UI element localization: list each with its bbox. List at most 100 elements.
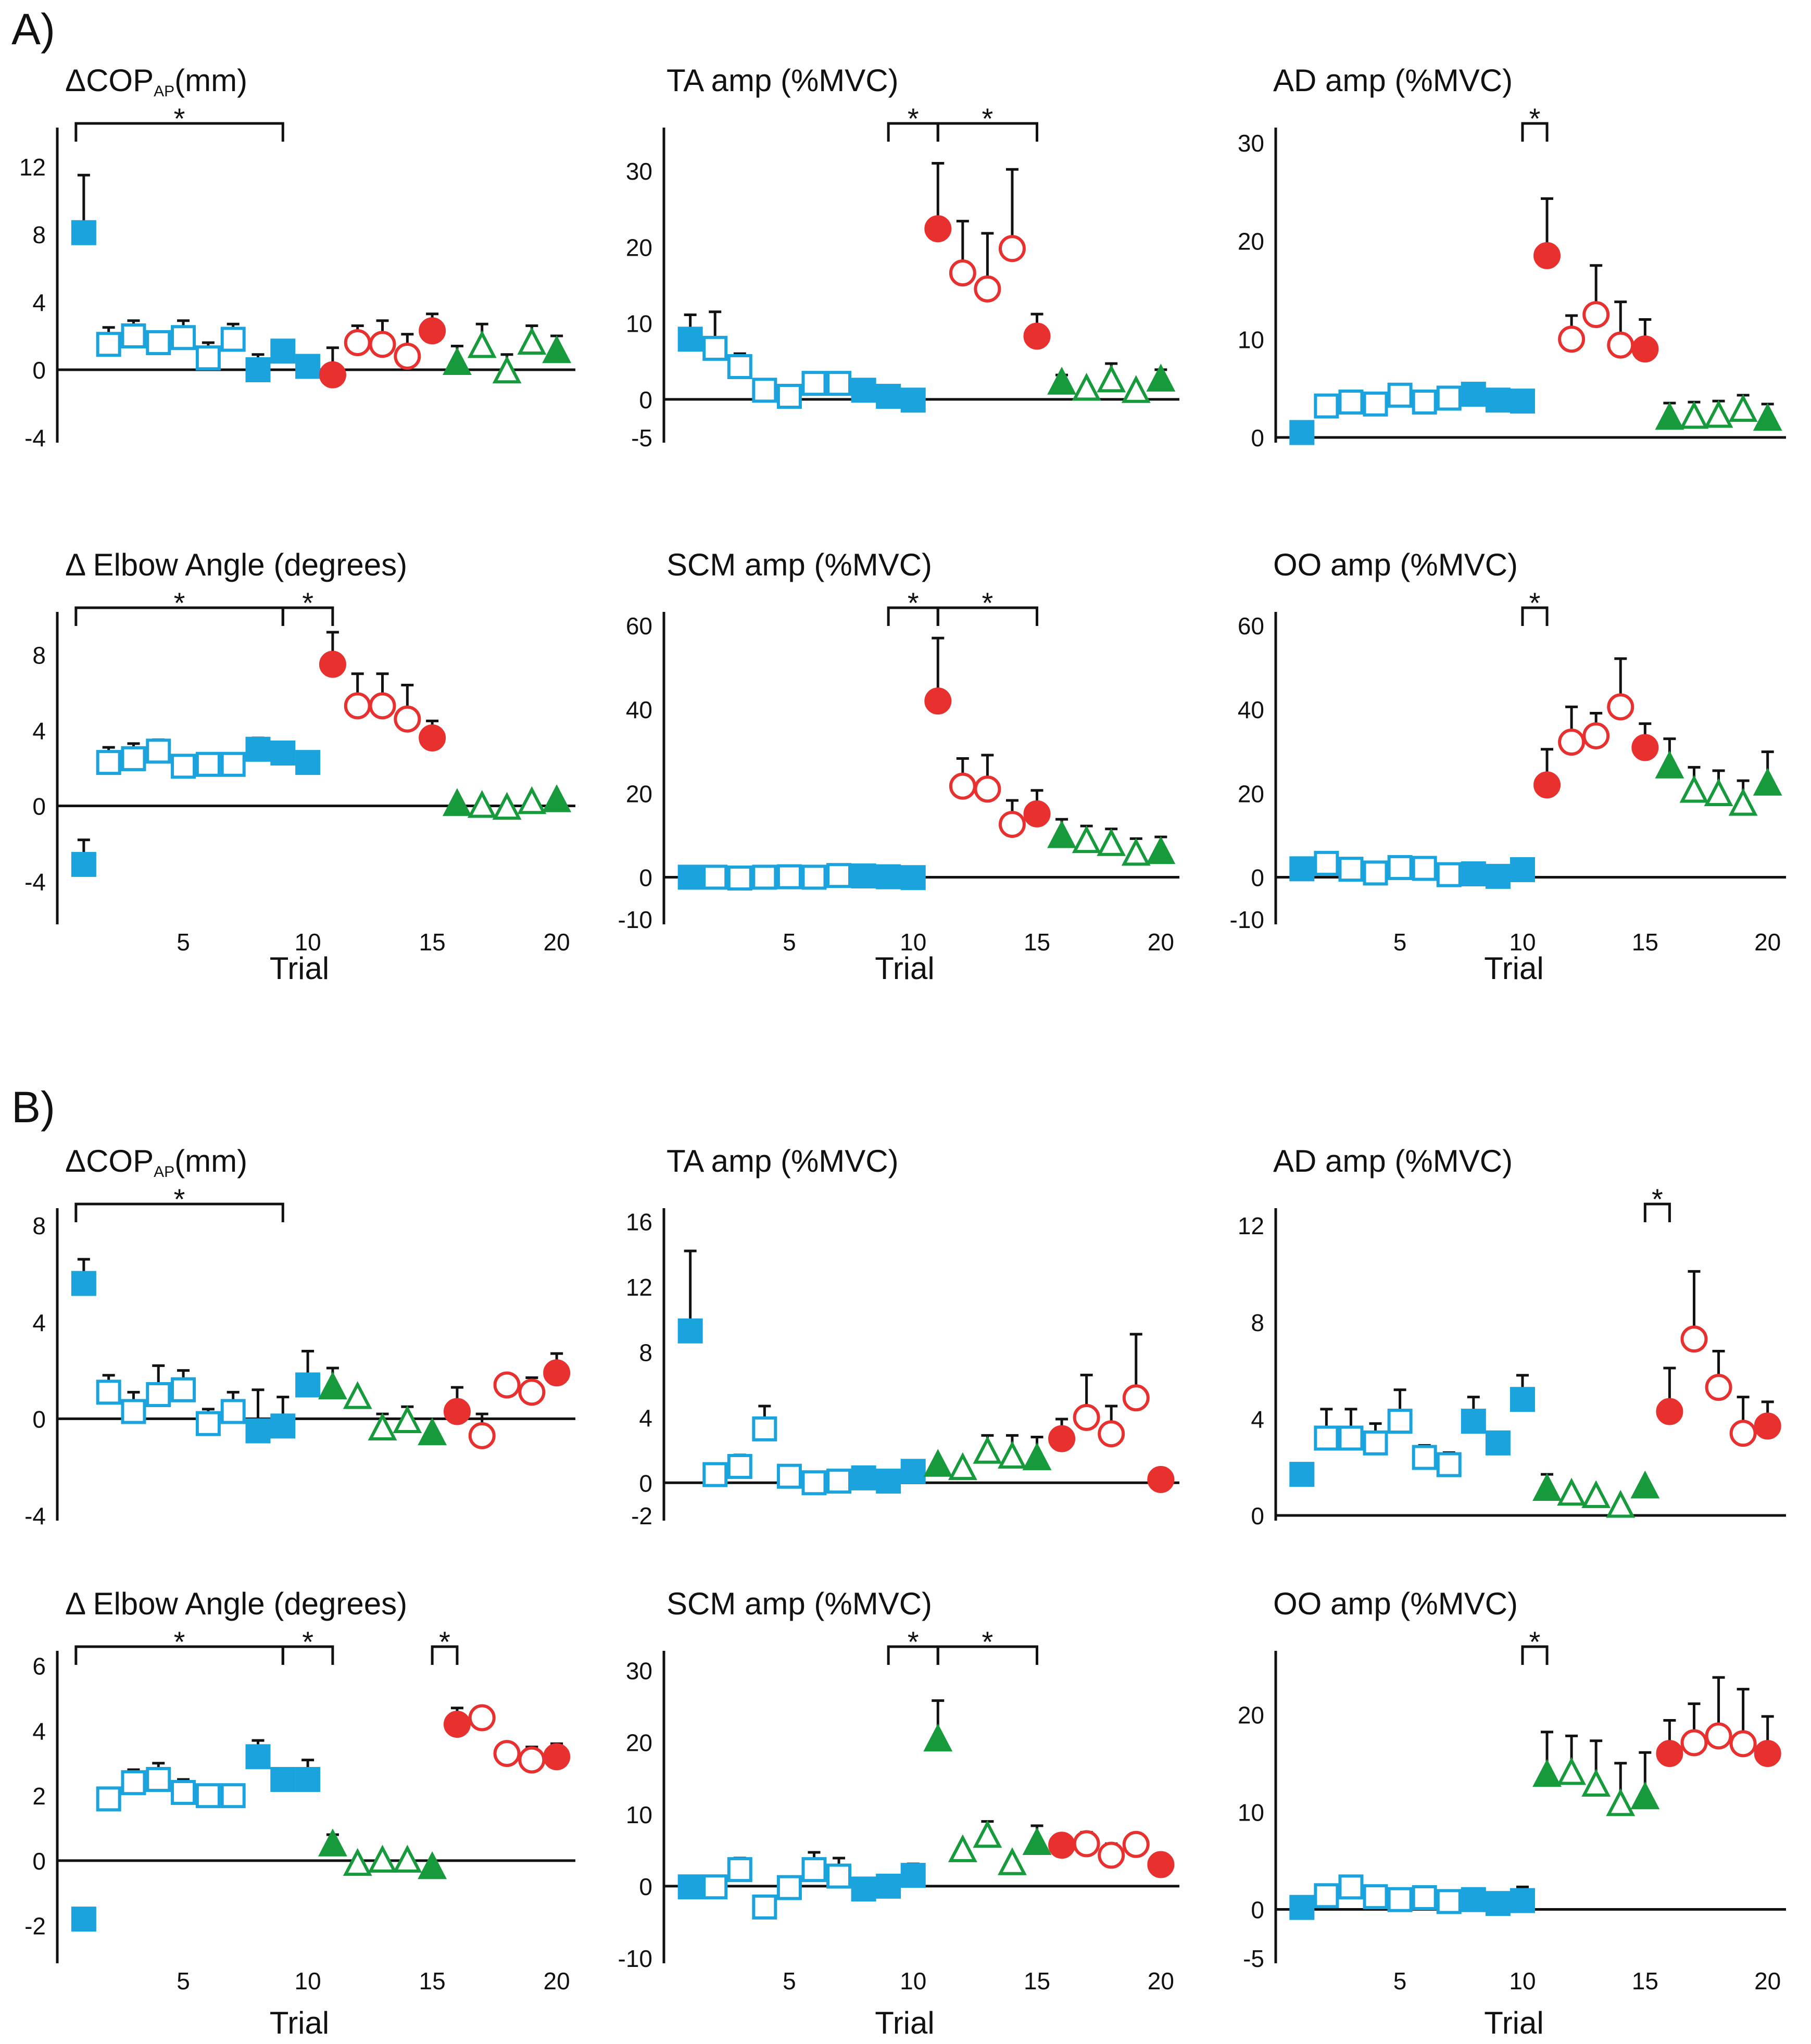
significance-star: * (982, 586, 993, 619)
trial-point (394, 333, 421, 370)
y-tick-label: 8 (639, 1339, 652, 1366)
trial-point (369, 319, 396, 358)
trial-point (195, 1783, 221, 1809)
panel-b-1: ΔCOPAP(mm) -4 0 4 8 * (24, 1144, 575, 1529)
trial-point (1122, 1830, 1150, 1858)
y-tick-label: 10 (1238, 326, 1264, 353)
significance-star: * (908, 1625, 919, 1658)
trial-point (492, 353, 522, 384)
open-square-marker (801, 1470, 827, 1496)
y-tick-label: 20 (1238, 1701, 1264, 1728)
open-circle-marker (493, 1740, 521, 1767)
open-square-marker (220, 1783, 246, 1809)
y-tick-label: 12 (19, 154, 46, 181)
trial-point (1047, 818, 1077, 848)
x-tick-label: 20 (544, 1967, 570, 1995)
open-square-marker (727, 354, 752, 379)
panel-title-main: ΔCOP (65, 1144, 154, 1178)
trial-point (1532, 1730, 1562, 1787)
filled-square-marker (1510, 1387, 1535, 1412)
x-tick-label: 20 (544, 929, 570, 956)
open-square-marker (1412, 1445, 1437, 1470)
trial-point (998, 168, 1026, 262)
trial-point (220, 751, 246, 777)
panel-title: OO amp (%MVC) (1273, 547, 1518, 582)
open-square-marker (826, 1863, 852, 1889)
trial-point (851, 378, 876, 403)
trial-point (319, 346, 346, 388)
trial-point (1436, 1889, 1462, 1914)
filled-triangle-marker (542, 335, 572, 363)
filled-square-marker (677, 1318, 703, 1344)
trial-point (1582, 711, 1610, 749)
filled-circle-marker (443, 1398, 471, 1425)
x-tick-label: 5 (177, 1967, 190, 1995)
y-tick-label: 8 (32, 642, 46, 669)
x-tick-label: 10 (295, 929, 321, 956)
trial-point (171, 1778, 196, 1805)
open-square-marker (1387, 1409, 1413, 1434)
significance-star: * (174, 1625, 185, 1658)
filled-circle-marker (1533, 242, 1561, 269)
open-circle-marker (1680, 1325, 1708, 1353)
y-tick-label: 0 (639, 1470, 652, 1497)
trial-point (121, 319, 146, 348)
trial-point (1289, 420, 1315, 445)
open-square-marker (727, 866, 752, 891)
significance-star: * (982, 1625, 993, 1658)
trial-point (727, 352, 752, 379)
panel-title: OO amp (%MVC) (1273, 1586, 1518, 1621)
trial-point (776, 384, 802, 409)
trial-point (1338, 1874, 1364, 1900)
x-tick-label: 20 (1754, 1967, 1781, 1995)
trial-point (419, 719, 446, 751)
trial-point (171, 754, 196, 779)
panel-title-main: TA amp (%MVC) (666, 63, 899, 98)
trial-point (1412, 1444, 1437, 1470)
trial-point (900, 1459, 926, 1484)
trial-point (1704, 769, 1733, 806)
x-tick-label: 15 (1024, 1967, 1050, 1995)
x-axis-label: Trial (1484, 951, 1543, 986)
open-square-marker (96, 332, 121, 357)
trial-point (1461, 1887, 1486, 1912)
open-square-marker (727, 1857, 752, 1883)
filled-square-marker (295, 1372, 321, 1398)
filled-square-marker (1289, 856, 1315, 882)
trial-point (270, 1396, 296, 1439)
trial-point (146, 1364, 171, 1407)
trial-point (121, 1768, 146, 1796)
open-square-marker (826, 371, 852, 396)
trial-point (1146, 363, 1176, 392)
open-circle-marker (1122, 1384, 1150, 1412)
open-square-marker (752, 864, 777, 890)
open-triangle-marker (1581, 1480, 1611, 1508)
filled-square-marker (1485, 1891, 1511, 1916)
y-tick-label: 8 (32, 1212, 46, 1239)
open-square-marker (776, 384, 802, 409)
bracket-line (1521, 606, 1549, 626)
filled-square-marker (851, 1876, 876, 1902)
trial-point (1387, 855, 1413, 880)
trial-point (1679, 400, 1709, 429)
trial-point (1098, 1841, 1125, 1869)
filled-square-marker (851, 378, 876, 403)
open-square-marker (195, 751, 221, 777)
open-circle-marker (468, 1422, 496, 1449)
filled-square-marker (270, 1413, 296, 1439)
filled-triangle-marker (1753, 403, 1782, 431)
trial-point (826, 371, 852, 396)
trial-point (727, 1857, 752, 1883)
trial-point (1147, 1851, 1175, 1878)
filled-square-marker (677, 1874, 703, 1900)
trial-point (677, 1874, 703, 1900)
open-triangle-marker (492, 792, 522, 820)
filled-triangle-marker (923, 1723, 953, 1752)
trial-point (1510, 1374, 1535, 1412)
panel-a-4: Δ Elbow Angle (degrees) -4 0 4 8 5 10 15 20 Trial… (24, 547, 575, 986)
panel-title: AD amp (%MVC) (1273, 1144, 1513, 1178)
trial-point (1073, 1830, 1100, 1858)
filled-circle-marker (419, 317, 446, 345)
significance-star: * (174, 102, 185, 135)
trial-point (1630, 1751, 1660, 1810)
